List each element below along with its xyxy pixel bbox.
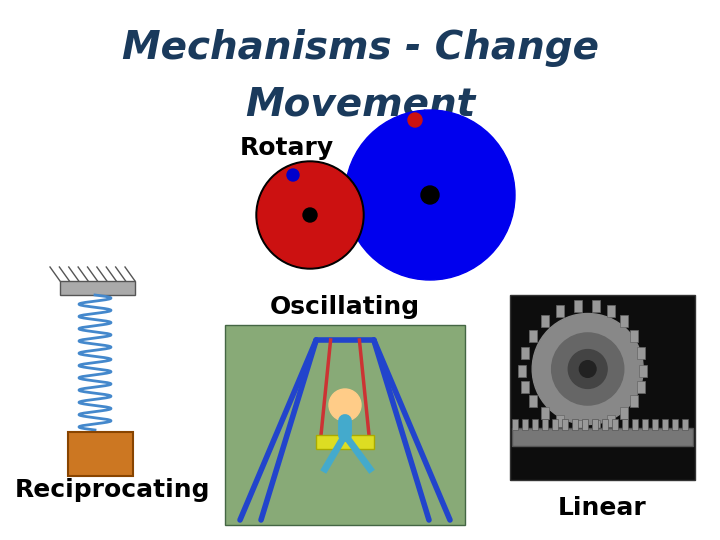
Bar bbox=[612, 419, 618, 430]
Bar bbox=[68, 432, 133, 476]
Bar bbox=[582, 419, 588, 430]
Bar bbox=[632, 419, 638, 430]
Bar bbox=[512, 428, 693, 446]
FancyBboxPatch shape bbox=[607, 306, 615, 318]
Circle shape bbox=[287, 169, 299, 181]
Bar bbox=[592, 419, 598, 430]
Bar bbox=[225, 325, 465, 525]
FancyBboxPatch shape bbox=[575, 420, 582, 432]
FancyBboxPatch shape bbox=[637, 347, 645, 359]
FancyBboxPatch shape bbox=[541, 407, 549, 419]
Circle shape bbox=[408, 113, 422, 127]
FancyBboxPatch shape bbox=[557, 415, 564, 428]
Text: Linear: Linear bbox=[558, 496, 647, 520]
Bar bbox=[652, 419, 658, 430]
Text: Movement: Movement bbox=[245, 86, 475, 124]
FancyBboxPatch shape bbox=[620, 407, 628, 419]
Bar bbox=[542, 419, 548, 430]
FancyBboxPatch shape bbox=[637, 381, 645, 393]
FancyBboxPatch shape bbox=[631, 329, 639, 342]
FancyBboxPatch shape bbox=[541, 315, 549, 327]
FancyBboxPatch shape bbox=[557, 306, 564, 318]
Bar bbox=[602, 419, 608, 430]
Circle shape bbox=[256, 161, 364, 269]
FancyBboxPatch shape bbox=[639, 365, 647, 377]
Circle shape bbox=[552, 333, 624, 405]
FancyBboxPatch shape bbox=[528, 329, 536, 342]
Circle shape bbox=[532, 314, 643, 424]
Bar bbox=[532, 419, 538, 430]
FancyBboxPatch shape bbox=[631, 395, 639, 407]
Bar bbox=[622, 419, 628, 430]
Circle shape bbox=[345, 110, 515, 280]
Circle shape bbox=[568, 349, 607, 388]
Circle shape bbox=[580, 361, 596, 377]
Circle shape bbox=[258, 163, 362, 267]
Text: Rotary: Rotary bbox=[240, 136, 334, 160]
Bar bbox=[522, 419, 528, 430]
Bar bbox=[60, 281, 135, 295]
Bar bbox=[316, 435, 374, 449]
Bar bbox=[642, 419, 648, 430]
Bar bbox=[572, 419, 578, 430]
Text: Oscillating: Oscillating bbox=[270, 295, 420, 319]
FancyBboxPatch shape bbox=[592, 420, 600, 432]
FancyBboxPatch shape bbox=[607, 415, 615, 428]
Circle shape bbox=[303, 208, 317, 222]
Bar bbox=[562, 419, 568, 430]
Bar bbox=[552, 419, 558, 430]
Bar bbox=[510, 295, 695, 480]
FancyBboxPatch shape bbox=[518, 365, 526, 377]
Circle shape bbox=[421, 186, 439, 204]
Bar bbox=[662, 419, 668, 430]
FancyBboxPatch shape bbox=[528, 395, 536, 407]
Bar bbox=[672, 419, 678, 430]
FancyBboxPatch shape bbox=[575, 300, 582, 312]
FancyBboxPatch shape bbox=[620, 315, 628, 327]
Bar bbox=[682, 419, 688, 430]
Circle shape bbox=[329, 389, 361, 421]
FancyBboxPatch shape bbox=[521, 347, 529, 359]
FancyBboxPatch shape bbox=[592, 300, 600, 312]
Text: Mechanisms - Change: Mechanisms - Change bbox=[122, 29, 598, 67]
FancyBboxPatch shape bbox=[521, 381, 529, 393]
Bar bbox=[512, 419, 518, 430]
Text: Reciprocating: Reciprocating bbox=[15, 478, 210, 502]
